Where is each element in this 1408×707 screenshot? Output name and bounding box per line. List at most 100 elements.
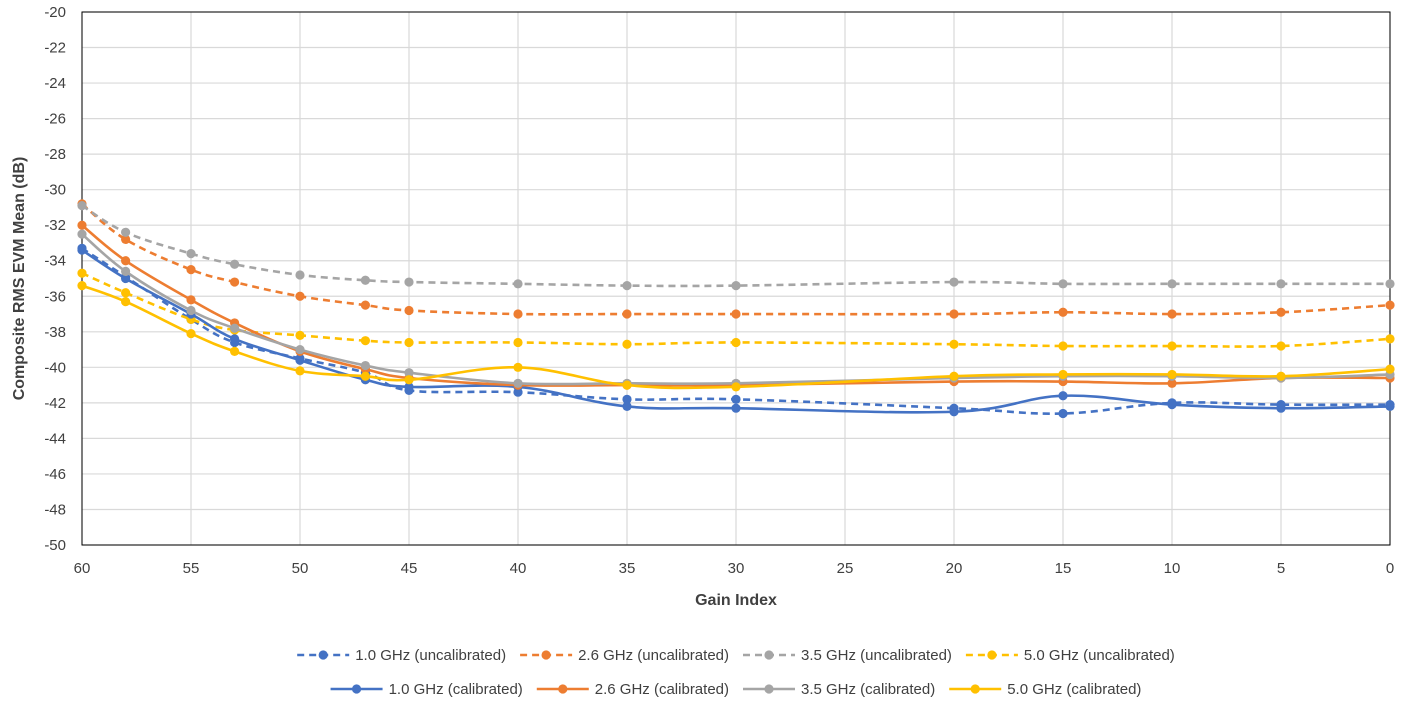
series-line <box>81 248 1391 414</box>
data-point <box>1385 279 1395 289</box>
y-tick-label: -48 <box>44 501 66 518</box>
data-point <box>295 344 305 355</box>
data-point <box>186 295 196 305</box>
y-tick-label: -30 <box>44 182 66 199</box>
y-tick-label: -28 <box>44 146 66 163</box>
y-tick-label: -38 <box>44 324 66 341</box>
y-tick-label: -44 <box>44 430 66 447</box>
legend-label: 5.0 GHz (uncalibrated) <box>1024 647 1175 664</box>
x-tick-label: 35 <box>619 560 636 577</box>
data-point <box>230 259 240 269</box>
series-line <box>81 284 1391 390</box>
data-point <box>360 360 370 371</box>
data-point <box>1276 371 1286 381</box>
data-point <box>1058 408 1068 419</box>
x-axis-title: Gain Index <box>695 592 777 609</box>
x-tick-label: 50 <box>292 560 309 577</box>
data-point <box>1058 369 1068 380</box>
x-tick-label: 60 <box>74 560 91 577</box>
data-point <box>1276 403 1286 413</box>
series-line <box>81 233 1391 386</box>
y-tick-label: -36 <box>44 288 66 305</box>
series-5-0-ghz-uncalibrated <box>77 268 1395 351</box>
y-tick-label: -20 <box>44 4 66 21</box>
data-point <box>622 401 632 412</box>
data-point <box>1167 309 1177 319</box>
data-point <box>513 279 523 289</box>
legend-label: 3.5 GHz (calibrated) <box>801 681 935 698</box>
data-point <box>77 281 87 291</box>
data-point <box>360 300 370 310</box>
legend-label: 5.0 GHz (calibrated) <box>1007 681 1141 698</box>
data-point <box>230 334 240 344</box>
y-tick-label: -26 <box>44 111 66 128</box>
legend-item: 5.0 GHz (calibrated) <box>949 681 1141 698</box>
series-line <box>81 271 1391 348</box>
legend-item: 2.6 GHz (calibrated) <box>536 681 729 698</box>
data-point <box>1167 279 1177 289</box>
y-axis-title: Composite RMS EVM Mean (dB) <box>11 157 28 401</box>
x-tick-label: 45 <box>401 560 418 577</box>
data-point <box>731 337 741 348</box>
legend-label: 2.6 GHz (calibrated) <box>595 681 729 698</box>
data-point <box>186 328 196 339</box>
legend-swatch-marker <box>558 684 568 694</box>
x-tick-label: 10 <box>1164 560 1181 577</box>
data-point <box>622 281 632 291</box>
x-tick-label: 30 <box>728 560 745 577</box>
legend-swatch-marker <box>970 684 980 694</box>
data-point <box>1385 300 1395 310</box>
legend-swatch-marker <box>351 684 362 694</box>
series-3-5-ghz-uncalibrated <box>77 201 1395 291</box>
data-point <box>513 378 523 388</box>
data-point <box>949 407 959 417</box>
data-point <box>295 330 305 340</box>
data-point <box>77 245 87 255</box>
data-point <box>622 309 632 319</box>
y-tick-label: -40 <box>44 359 66 376</box>
x-tick-label: 5 <box>1277 560 1285 577</box>
data-point <box>513 337 523 348</box>
data-point <box>230 346 240 356</box>
data-point <box>1058 391 1068 401</box>
legend-swatch-marker <box>987 650 997 660</box>
y-tick-label: -34 <box>44 253 66 270</box>
y-tick-label: -24 <box>44 75 66 92</box>
legend-swatch-marker <box>318 650 328 660</box>
data-point <box>121 234 131 245</box>
data-point <box>186 265 196 275</box>
data-point <box>622 394 632 404</box>
x-tick-label: 15 <box>1055 560 1072 577</box>
data-point <box>949 371 959 381</box>
x-tick-label: 20 <box>946 560 963 577</box>
legend-item: 1.0 GHz (uncalibrated) <box>297 647 506 664</box>
data-point <box>404 382 414 392</box>
data-point <box>1167 369 1177 380</box>
data-point <box>404 337 414 348</box>
data-point <box>404 375 414 385</box>
data-point <box>121 288 131 298</box>
data-point <box>1058 279 1068 289</box>
series-line <box>81 224 1391 387</box>
y-tick-label: -50 <box>44 537 66 554</box>
legend-item: 5.0 GHz (uncalibrated) <box>965 647 1175 664</box>
data-point <box>1276 307 1286 317</box>
legend-label: 2.6 GHz (uncalibrated) <box>578 647 729 664</box>
legend: 1.0 GHz (uncalibrated) 2.6 GHz (uncalibra… <box>297 647 1175 698</box>
data-point <box>77 268 87 278</box>
legend-item: 2.6 GHz (uncalibrated) <box>520 647 729 664</box>
data-point <box>622 380 632 390</box>
data-point <box>1276 279 1286 289</box>
data-point <box>731 281 741 291</box>
data-point <box>1385 401 1395 412</box>
data-point <box>230 277 240 287</box>
data-point <box>186 305 196 316</box>
series-line <box>81 204 1390 288</box>
y-tick-label: -42 <box>44 395 66 412</box>
legend-label: 3.5 GHz (uncalibrated) <box>801 647 952 664</box>
data-point <box>360 275 370 285</box>
data-point <box>622 339 632 349</box>
data-point <box>949 339 959 349</box>
data-point <box>513 362 523 372</box>
legend-label: 1.0 GHz (uncalibrated) <box>355 647 506 664</box>
